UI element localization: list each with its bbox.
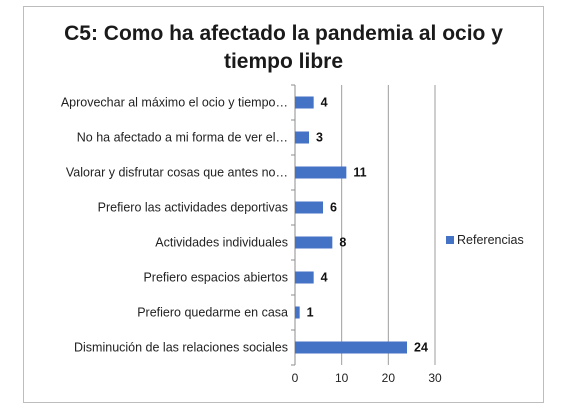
chart-title-line-1: C5: Como ha afectado la pandemia al ocio…: [64, 22, 503, 45]
bar-7: [295, 341, 407, 354]
data-label: 3: [316, 131, 323, 145]
chart-title: C5: Como ha afectado la pandemia al ocio…: [23, 20, 544, 76]
bar-0: [295, 96, 314, 109]
x-tick-label: 10: [335, 371, 349, 385]
legend-swatch: [446, 236, 454, 244]
bar-3: [295, 201, 323, 214]
bar-4: [295, 236, 333, 249]
category-label: Prefiero las actividades deportivas: [98, 201, 288, 215]
category-label: Valorar y disfrutar cosas que antes no…: [66, 166, 288, 180]
bar-6: [295, 306, 300, 319]
category-label: Disminución de las relaciones sociales: [74, 341, 288, 355]
category-label: Actividades individuales: [155, 236, 288, 250]
bar-5: [295, 271, 314, 284]
data-label: 11: [353, 166, 366, 180]
x-tick-label: 30: [428, 371, 442, 385]
category-label: Prefiero espacios abiertos: [143, 271, 288, 285]
legend-label: Referencias: [457, 233, 524, 247]
category-label: Prefiero quedarme en casa: [137, 306, 288, 320]
chart-frame: [23, 6, 544, 403]
data-label: 8: [339, 236, 346, 250]
bar-2: [295, 166, 347, 179]
category-label: No ha afectado a mi forma de ver el…: [77, 131, 288, 145]
data-label: 4: [321, 96, 328, 110]
category-label: Aprovechar al máximo el ocio y tiempo…: [61, 96, 288, 110]
data-label: 6: [330, 201, 337, 215]
x-tick-label: 0: [292, 371, 299, 385]
chart-title-line-2: tiempo libre: [223, 50, 344, 73]
x-tick-label: 20: [382, 371, 396, 385]
data-label: 1: [307, 306, 314, 320]
data-label: 24: [414, 341, 428, 355]
bar-1: [295, 131, 309, 144]
data-label: 4: [321, 271, 328, 285]
